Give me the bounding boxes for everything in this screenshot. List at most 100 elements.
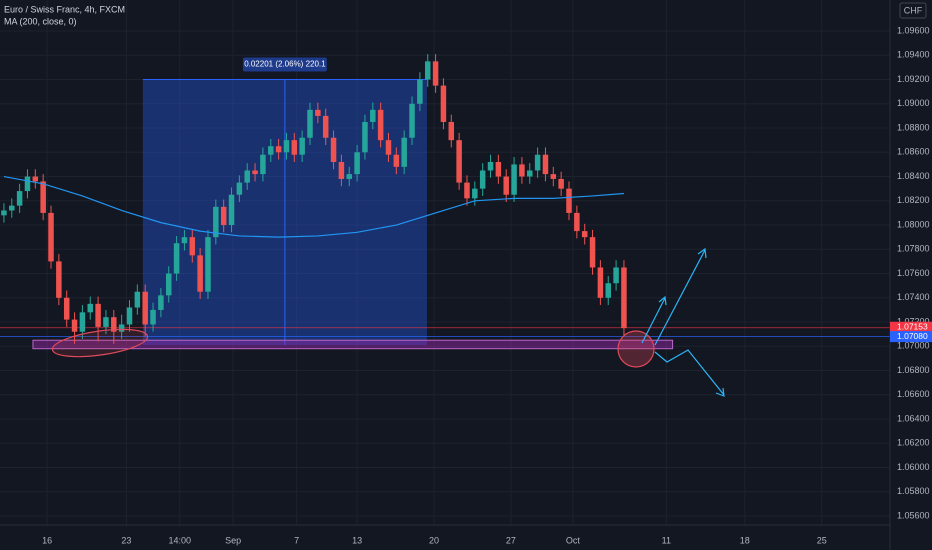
candle-body [236, 182, 243, 195]
arrow [654, 247, 707, 346]
candle-body [401, 137, 407, 167]
candle-body [228, 194, 235, 226]
x-tick-label: 20 [429, 535, 439, 545]
candle-body [424, 61, 431, 80]
candle-body [503, 176, 509, 195]
candle-body [393, 154, 400, 167]
candles [1, 54, 627, 344]
x-tick-label: 11 [662, 535, 671, 545]
y-tick-label: 1.07200 [897, 316, 930, 326]
candle-body [456, 140, 462, 183]
candle-body [605, 283, 611, 298]
candle-body [377, 109, 384, 141]
candle-body [275, 146, 282, 153]
legend-entry: MA (200, close, 0) [4, 16, 77, 26]
candle-body [621, 267, 627, 329]
candle-body [550, 174, 557, 179]
x-tick-label: 25 [817, 535, 827, 545]
candle-body [448, 121, 455, 141]
candle-body [181, 237, 188, 244]
price-label: 1.07080 [897, 331, 928, 341]
currency[interactable]: CHF [904, 5, 923, 15]
candle-body [330, 137, 337, 162]
candle-body [189, 237, 196, 256]
x-tick-label: Sep [225, 535, 241, 545]
y-tick-label: 1.05600 [897, 510, 930, 520]
candle-body [71, 319, 78, 332]
candle-body [213, 206, 219, 238]
y-tick-label: 1.07000 [897, 341, 930, 351]
candle-body [472, 188, 478, 199]
y-tick-label: 1.09400 [897, 50, 930, 60]
y-tick-label: 1.06600 [897, 389, 930, 399]
y-tick-label: 1.06400 [897, 413, 930, 423]
price-label-box [890, 331, 932, 343]
candle-body [589, 237, 596, 268]
candle-body [9, 205, 15, 211]
x-tick-label: 16 [42, 535, 52, 545]
drawings: 0.02201 (2.06%) 220.1 [0, 57, 890, 350]
x-tick-label: 23 [121, 535, 131, 545]
candle-body [126, 307, 133, 325]
candle-body [487, 161, 494, 171]
grid [0, 0, 890, 525]
currency-box[interactable] [899, 2, 927, 19]
sketch [51, 247, 725, 397]
candle-body [103, 317, 109, 327]
candle-body [79, 312, 86, 332]
candle-body [527, 170, 533, 177]
candle-body [16, 191, 23, 206]
candle-body [354, 152, 360, 175]
candle-body [315, 109, 321, 116]
y-tick-label: 1.06800 [897, 365, 930, 375]
candle-body [56, 261, 62, 298]
y-tick-label: 1.08400 [897, 171, 930, 181]
candle-body [542, 154, 549, 175]
candle-body [597, 267, 604, 298]
candle-body [558, 178, 564, 189]
candle-body [252, 170, 258, 175]
candle-body [464, 182, 470, 199]
arrow [641, 295, 667, 344]
candle-body [95, 303, 101, 327]
zone [32, 339, 674, 350]
candle-body [291, 140, 298, 155]
candle-body [346, 174, 352, 179]
y-tick-label: 1.09600 [897, 25, 930, 35]
candle-body [385, 140, 392, 155]
x-tick-label: 14:00 [168, 535, 191, 545]
candle-body [519, 164, 525, 177]
candle-body [220, 206, 227, 226]
chart-title: Euro / Swiss Franc, 4h, FXCM [4, 4, 125, 14]
price-label: 1.07153 [897, 321, 928, 331]
ma-line [3, 175, 624, 238]
candle-body [260, 154, 266, 175]
candle-body [244, 170, 250, 183]
candle-body [440, 85, 447, 122]
axes: 1.05600 1.05800 1.06000 1.06200 1.06400 1.066… [42, 25, 932, 545]
candle-body [283, 140, 290, 153]
candle-body [197, 255, 203, 292]
y-tick-label: 1.09000 [897, 98, 930, 108]
arrow [654, 349, 725, 397]
circle [617, 330, 655, 368]
candle-body [566, 188, 572, 213]
y-tick-label: 1.09200 [897, 74, 930, 84]
candle-body [24, 176, 31, 192]
candle-body [338, 161, 345, 179]
x-tick-label: 18 [740, 535, 750, 545]
candle-body [370, 109, 376, 122]
candle-body [574, 212, 580, 232]
candle-body [511, 164, 517, 195]
y-tick-label: 1.07800 [897, 244, 930, 254]
candle-body [111, 317, 117, 332]
y-tick-label: 1.08200 [897, 195, 930, 205]
x-tick-label: 7 [294, 535, 299, 545]
candle-body [158, 295, 164, 310]
y-tick-label: 1.06000 [897, 462, 930, 472]
candle-body [173, 243, 180, 274]
y-tick-label: 1.08000 [897, 219, 930, 229]
candle-body [534, 154, 541, 171]
x-tick-label: 13 [352, 535, 362, 545]
